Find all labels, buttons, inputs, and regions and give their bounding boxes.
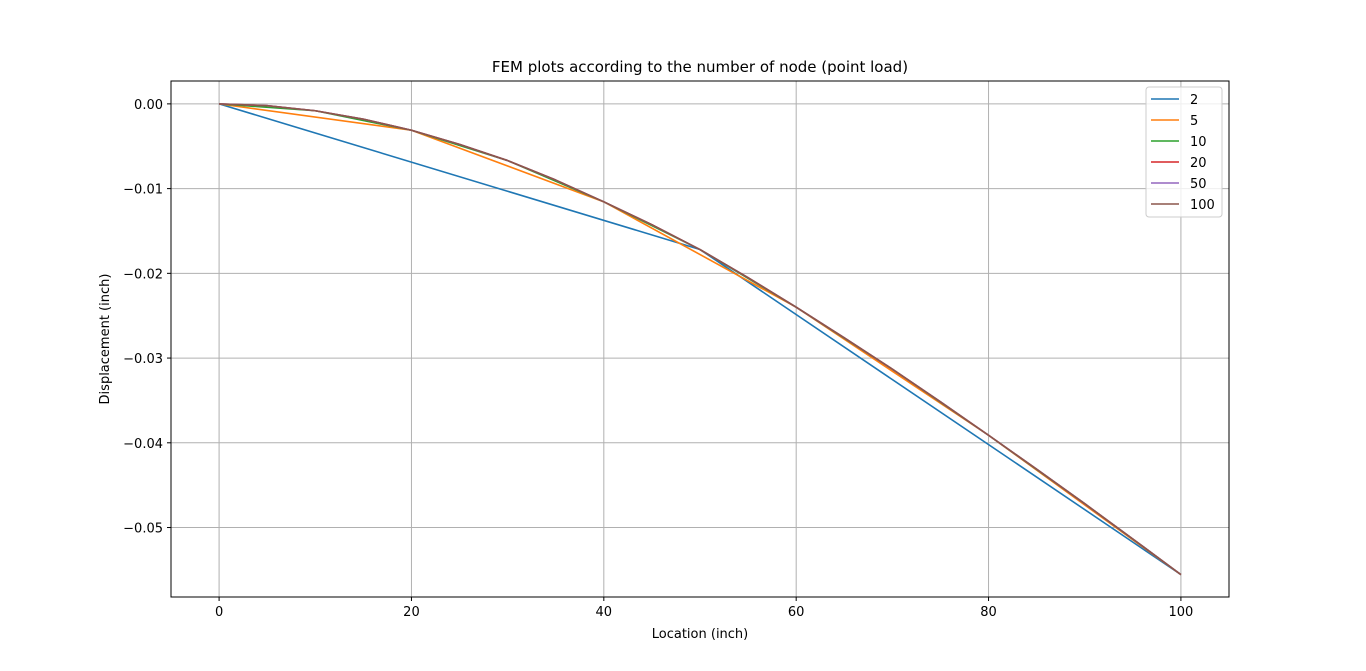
x-tick-label: 40 — [596, 605, 613, 620]
y-axis-label: Displacement (inch) — [98, 274, 113, 405]
axis-ticks: 0 20 40 60 80 100 0.00 −0.01 −0.02 −0.03 −0.04 −0.0… — [123, 98, 1193, 620]
chart-title: FEM plots according to the number of nod… — [492, 58, 908, 76]
legend-label: 100 — [1190, 198, 1215, 213]
y-tick-label: 0.00 — [134, 98, 163, 113]
y-tick-label: −0.05 — [123, 522, 163, 537]
x-tick-label: 60 — [788, 605, 805, 620]
legend-label: 2 — [1190, 93, 1198, 108]
y-tick-label: −0.04 — [123, 437, 163, 452]
y-tick-label: −0.03 — [123, 352, 163, 367]
series-lines — [218, 103, 1182, 576]
x-tick-label: 80 — [980, 605, 997, 620]
x-tick-label: 100 — [1168, 605, 1193, 620]
legend: 2 5 10 20 50 100 — [1145, 86, 1223, 218]
x-axis-label: Location (inch) — [652, 627, 749, 642]
legend-label: 50 — [1190, 177, 1207, 192]
legend-label: 10 — [1190, 135, 1207, 150]
y-tick-label: −0.01 — [123, 183, 163, 198]
grid-lines — [171, 81, 1229, 597]
series-line-100 — [219, 103, 1182, 576]
x-tick-label: 0 — [215, 605, 223, 620]
plot-frame — [170, 80, 1230, 598]
x-tick-label: 20 — [403, 605, 420, 620]
legend-label: 5 — [1190, 114, 1198, 129]
y-tick-label: −0.02 — [123, 267, 163, 282]
legend-label: 20 — [1190, 156, 1207, 171]
